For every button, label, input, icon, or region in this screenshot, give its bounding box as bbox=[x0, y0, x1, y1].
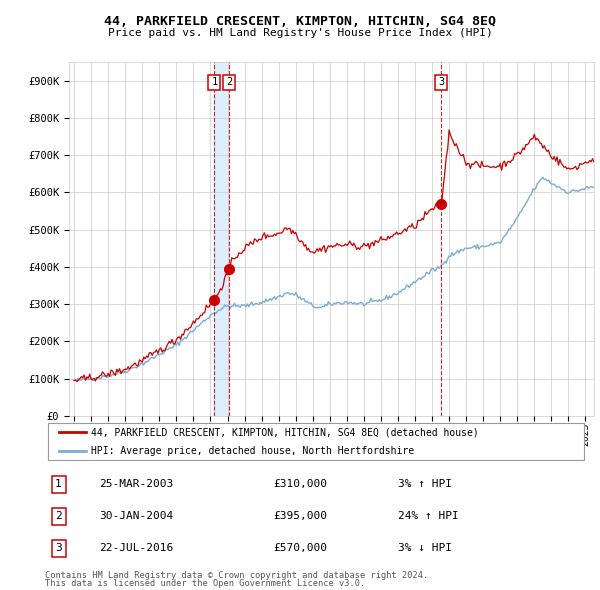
Bar bbox=[214, 62, 229, 416]
Text: HPI: Average price, detached house, North Hertfordshire: HPI: Average price, detached house, Nort… bbox=[91, 445, 414, 455]
FancyBboxPatch shape bbox=[48, 423, 584, 460]
Text: 25-MAR-2003: 25-MAR-2003 bbox=[100, 479, 173, 489]
Text: 30-JAN-2004: 30-JAN-2004 bbox=[100, 512, 173, 521]
Text: Contains HM Land Registry data © Crown copyright and database right 2024.: Contains HM Land Registry data © Crown c… bbox=[45, 571, 428, 579]
Text: 2: 2 bbox=[226, 77, 232, 87]
Text: 24% ↑ HPI: 24% ↑ HPI bbox=[398, 512, 459, 521]
Text: 3: 3 bbox=[55, 543, 62, 553]
Text: £570,000: £570,000 bbox=[273, 543, 327, 553]
Text: 1: 1 bbox=[55, 479, 62, 489]
Text: 1: 1 bbox=[211, 77, 218, 87]
Text: 44, PARKFIELD CRESCENT, KIMPTON, HITCHIN, SG4 8EQ (detached house): 44, PARKFIELD CRESCENT, KIMPTON, HITCHIN… bbox=[91, 427, 479, 437]
Text: £395,000: £395,000 bbox=[273, 512, 327, 521]
Text: £310,000: £310,000 bbox=[273, 479, 327, 489]
Text: 3% ↓ HPI: 3% ↓ HPI bbox=[398, 543, 452, 553]
Text: This data is licensed under the Open Government Licence v3.0.: This data is licensed under the Open Gov… bbox=[45, 579, 365, 588]
Text: 44, PARKFIELD CRESCENT, KIMPTON, HITCHIN, SG4 8EQ: 44, PARKFIELD CRESCENT, KIMPTON, HITCHIN… bbox=[104, 15, 496, 28]
Text: Price paid vs. HM Land Registry's House Price Index (HPI): Price paid vs. HM Land Registry's House … bbox=[107, 28, 493, 38]
Text: 2: 2 bbox=[55, 512, 62, 521]
Text: 22-JUL-2016: 22-JUL-2016 bbox=[100, 543, 173, 553]
Text: 3: 3 bbox=[439, 77, 445, 87]
Text: 3% ↑ HPI: 3% ↑ HPI bbox=[398, 479, 452, 489]
